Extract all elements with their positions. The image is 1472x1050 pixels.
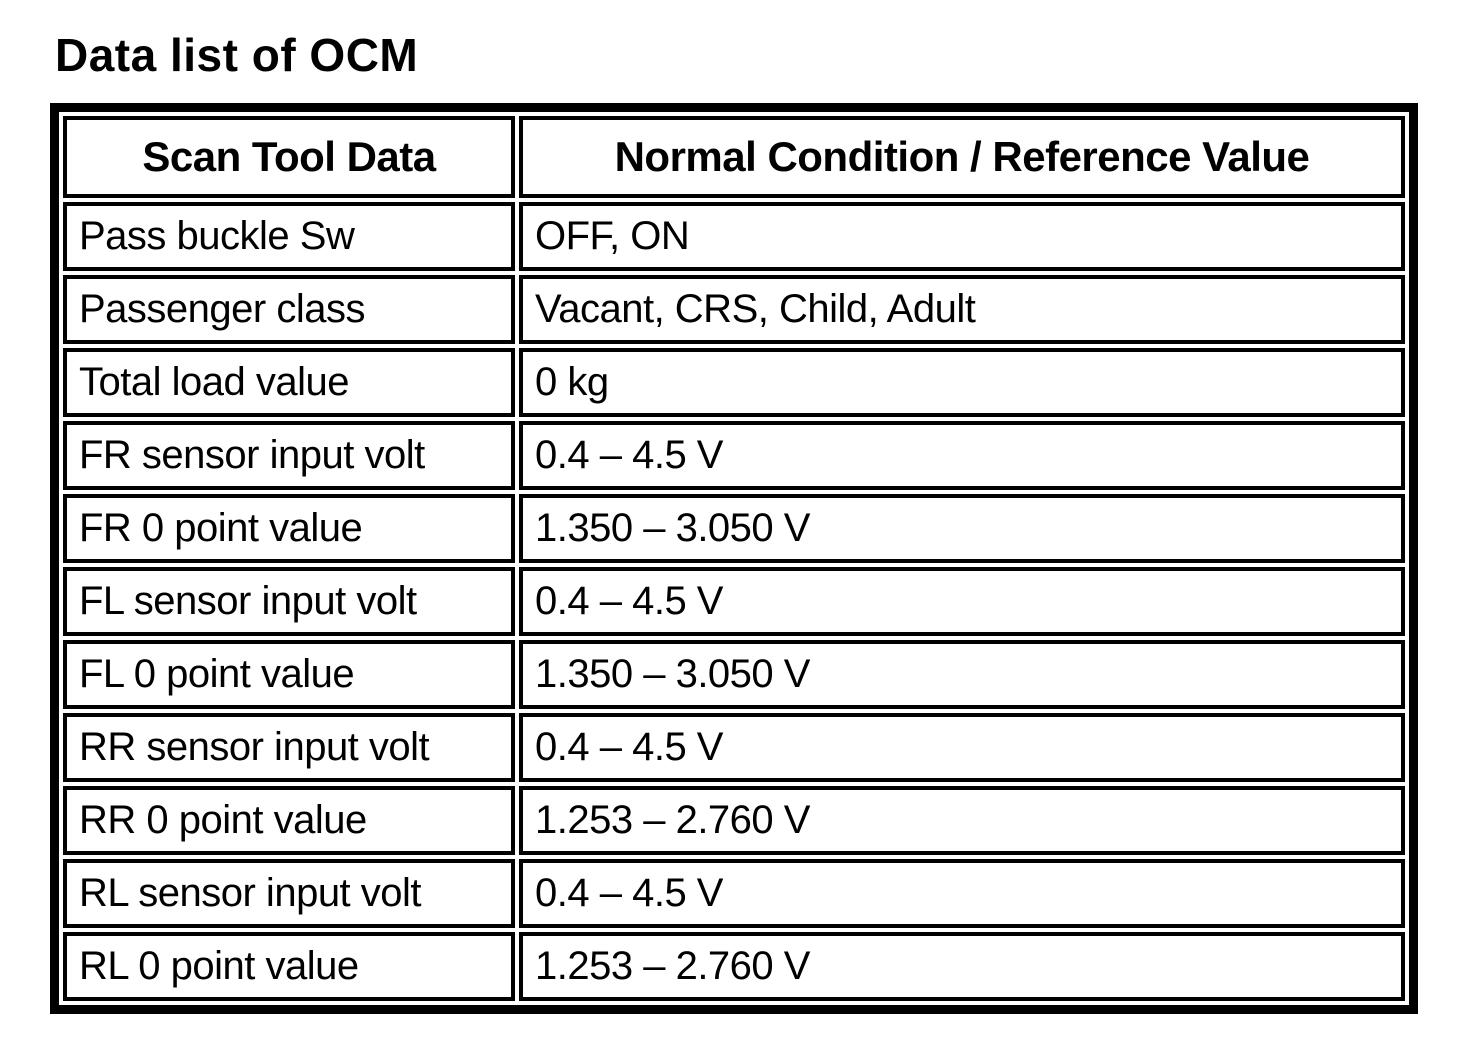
scan-tool-data-cell: RR sensor input volt (63, 712, 515, 782)
table-header-row: Scan Tool Data Normal Condition / Refere… (63, 115, 1405, 198)
reference-value-cell: 1.350 – 3.050 V (519, 639, 1405, 709)
table-row: Total load value 0 kg (63, 347, 1405, 417)
table-row: Scan Tool Data Normal Condition / Refere… (63, 115, 1405, 198)
column-header-normal-condition: Normal Condition / Reference Value (519, 115, 1405, 198)
reference-value-cell: 1.253 – 2.760 V (519, 785, 1405, 855)
table-row: FL sensor input volt 0.4 – 4.5 V (63, 566, 1405, 636)
reference-value-cell: 0.4 – 4.5 V (519, 858, 1405, 928)
column-header-scan-tool-data: Scan Tool Data (63, 115, 515, 198)
document-page: Data list of OCM Scan Tool Data Normal C… (0, 30, 1472, 1050)
scan-tool-data-cell: Pass buckle Sw (63, 201, 515, 271)
table-row: FR 0 point value 1.350 – 3.050 V (63, 493, 1405, 563)
reference-value-cell: Vacant, CRS, Child, Adult (519, 274, 1405, 344)
table-row: RL sensor input volt 0.4 – 4.5 V (63, 858, 1405, 928)
table-body: Pass buckle Sw OFF, ON Passenger class V… (63, 201, 1405, 1001)
reference-value-cell: OFF, ON (519, 201, 1405, 271)
scan-tool-data-cell: Total load value (63, 347, 515, 417)
table-row: Passenger class Vacant, CRS, Child, Adul… (63, 274, 1405, 344)
ocm-data-table: Scan Tool Data Normal Condition / Refere… (50, 102, 1418, 1014)
table-row: FR sensor input volt 0.4 – 4.5 V (63, 420, 1405, 490)
table-row: FL 0 point value 1.350 – 3.050 V (63, 639, 1405, 709)
table-row: RL 0 point value 1.253 – 2.760 V (63, 931, 1405, 1001)
scan-tool-data-cell: FR sensor input volt (63, 420, 515, 490)
scan-tool-data-cell: RL 0 point value (63, 931, 515, 1001)
reference-value-cell: 0.4 – 4.5 V (519, 712, 1405, 782)
scan-tool-data-cell: RL sensor input volt (63, 858, 515, 928)
table-row: RR 0 point value 1.253 – 2.760 V (63, 785, 1405, 855)
scan-tool-data-cell: RR 0 point value (63, 785, 515, 855)
scan-tool-data-cell: FL sensor input volt (63, 566, 515, 636)
reference-value-cell: 0 kg (519, 347, 1405, 417)
table-row: RR sensor input volt 0.4 – 4.5 V (63, 712, 1405, 782)
scan-tool-data-cell: FL 0 point value (63, 639, 515, 709)
table-row: Pass buckle Sw OFF, ON (63, 201, 1405, 271)
reference-value-cell: 1.350 – 3.050 V (519, 493, 1405, 563)
scan-tool-data-cell: FR 0 point value (63, 493, 515, 563)
page-title: Data list of OCM (55, 29, 419, 81)
reference-value-cell: 0.4 – 4.5 V (519, 420, 1405, 490)
scan-tool-data-cell: Passenger class (63, 274, 515, 344)
reference-value-cell: 1.253 – 2.760 V (519, 931, 1405, 1001)
reference-value-cell: 0.4 – 4.5 V (519, 566, 1405, 636)
